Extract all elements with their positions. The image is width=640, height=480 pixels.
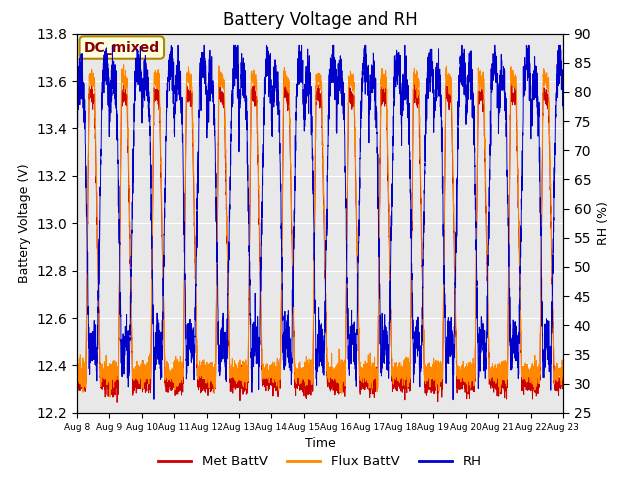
Line: Flux BattV: Flux BattV bbox=[77, 65, 563, 397]
RH bbox=[109, 42, 116, 48]
Line: Met BattV: Met BattV bbox=[77, 78, 563, 402]
X-axis label: Time: Time bbox=[305, 437, 335, 450]
RH bbox=[449, 397, 457, 403]
RH bbox=[559, 106, 567, 112]
Met BattV bbox=[161, 349, 168, 355]
Flux BattV bbox=[402, 377, 410, 383]
Met BattV bbox=[73, 375, 81, 381]
Flux BattV bbox=[559, 371, 566, 376]
Flux BattV bbox=[161, 340, 168, 346]
RH bbox=[161, 229, 168, 235]
Flux BattV bbox=[301, 360, 309, 366]
RH bbox=[559, 84, 566, 90]
RH bbox=[456, 61, 464, 67]
RH bbox=[301, 88, 309, 94]
Met BattV bbox=[559, 386, 566, 392]
RH bbox=[73, 98, 81, 104]
Legend: Met BattV, Flux BattV, RH: Met BattV, Flux BattV, RH bbox=[153, 450, 487, 473]
Flux BattV bbox=[429, 372, 436, 378]
Met BattV bbox=[113, 399, 121, 405]
Flux BattV bbox=[559, 376, 567, 382]
Flux BattV bbox=[106, 394, 114, 400]
Line: RH: RH bbox=[77, 45, 563, 400]
Title: Battery Voltage and RH: Battery Voltage and RH bbox=[223, 11, 417, 29]
Met BattV bbox=[280, 75, 287, 81]
Flux BattV bbox=[120, 62, 127, 68]
Met BattV bbox=[402, 373, 410, 379]
Met BattV bbox=[429, 374, 436, 380]
Met BattV bbox=[456, 378, 464, 384]
RH bbox=[402, 62, 410, 68]
Met BattV bbox=[301, 394, 309, 400]
Flux BattV bbox=[73, 361, 81, 367]
Met BattV bbox=[559, 380, 567, 385]
Text: DC_mixed: DC_mixed bbox=[84, 40, 160, 55]
Y-axis label: RH (%): RH (%) bbox=[596, 201, 610, 245]
Y-axis label: Battery Voltage (V): Battery Voltage (V) bbox=[18, 163, 31, 283]
Flux BattV bbox=[456, 370, 464, 375]
RH bbox=[429, 59, 436, 65]
